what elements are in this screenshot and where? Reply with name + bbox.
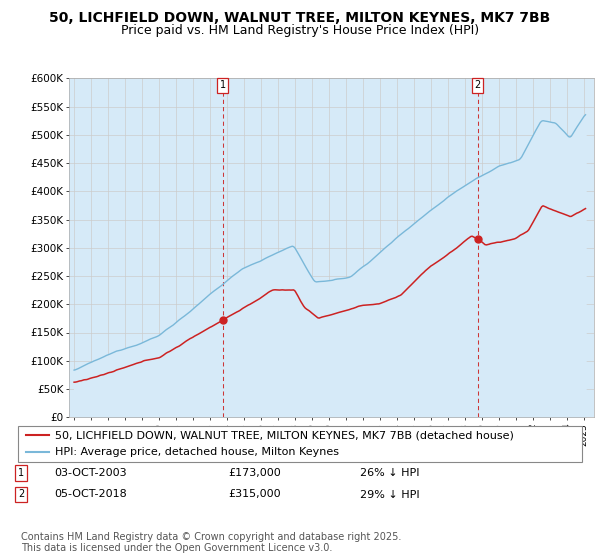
Text: 2: 2: [475, 80, 481, 90]
Text: HPI: Average price, detached house, Milton Keynes: HPI: Average price, detached house, Milt…: [55, 447, 338, 457]
Text: 50, LICHFIELD DOWN, WALNUT TREE, MILTON KEYNES, MK7 7BB (detached house): 50, LICHFIELD DOWN, WALNUT TREE, MILTON …: [55, 431, 514, 440]
Text: 2: 2: [18, 489, 24, 500]
Text: 03-OCT-2003: 03-OCT-2003: [54, 468, 127, 478]
Text: 1: 1: [220, 80, 226, 90]
Text: 05-OCT-2018: 05-OCT-2018: [54, 489, 127, 500]
Text: 26% ↓ HPI: 26% ↓ HPI: [360, 468, 419, 478]
Text: Contains HM Land Registry data © Crown copyright and database right 2025.
This d: Contains HM Land Registry data © Crown c…: [21, 531, 401, 553]
Text: 1: 1: [18, 468, 24, 478]
Text: £315,000: £315,000: [228, 489, 281, 500]
Text: Price paid vs. HM Land Registry's House Price Index (HPI): Price paid vs. HM Land Registry's House …: [121, 24, 479, 36]
Text: 50, LICHFIELD DOWN, WALNUT TREE, MILTON KEYNES, MK7 7BB: 50, LICHFIELD DOWN, WALNUT TREE, MILTON …: [49, 11, 551, 25]
Text: 29% ↓ HPI: 29% ↓ HPI: [360, 489, 419, 500]
FancyBboxPatch shape: [18, 426, 582, 462]
Text: £173,000: £173,000: [228, 468, 281, 478]
